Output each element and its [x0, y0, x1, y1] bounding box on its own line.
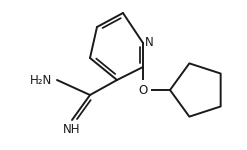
Text: N: N [145, 36, 154, 50]
Text: O: O [138, 84, 148, 96]
Text: H₂N: H₂N [30, 74, 52, 87]
Text: NH: NH [63, 123, 81, 136]
